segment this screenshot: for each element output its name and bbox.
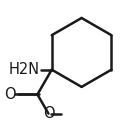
Text: O: O	[4, 87, 15, 102]
Text: O: O	[43, 106, 54, 121]
Text: H2N: H2N	[9, 62, 40, 77]
